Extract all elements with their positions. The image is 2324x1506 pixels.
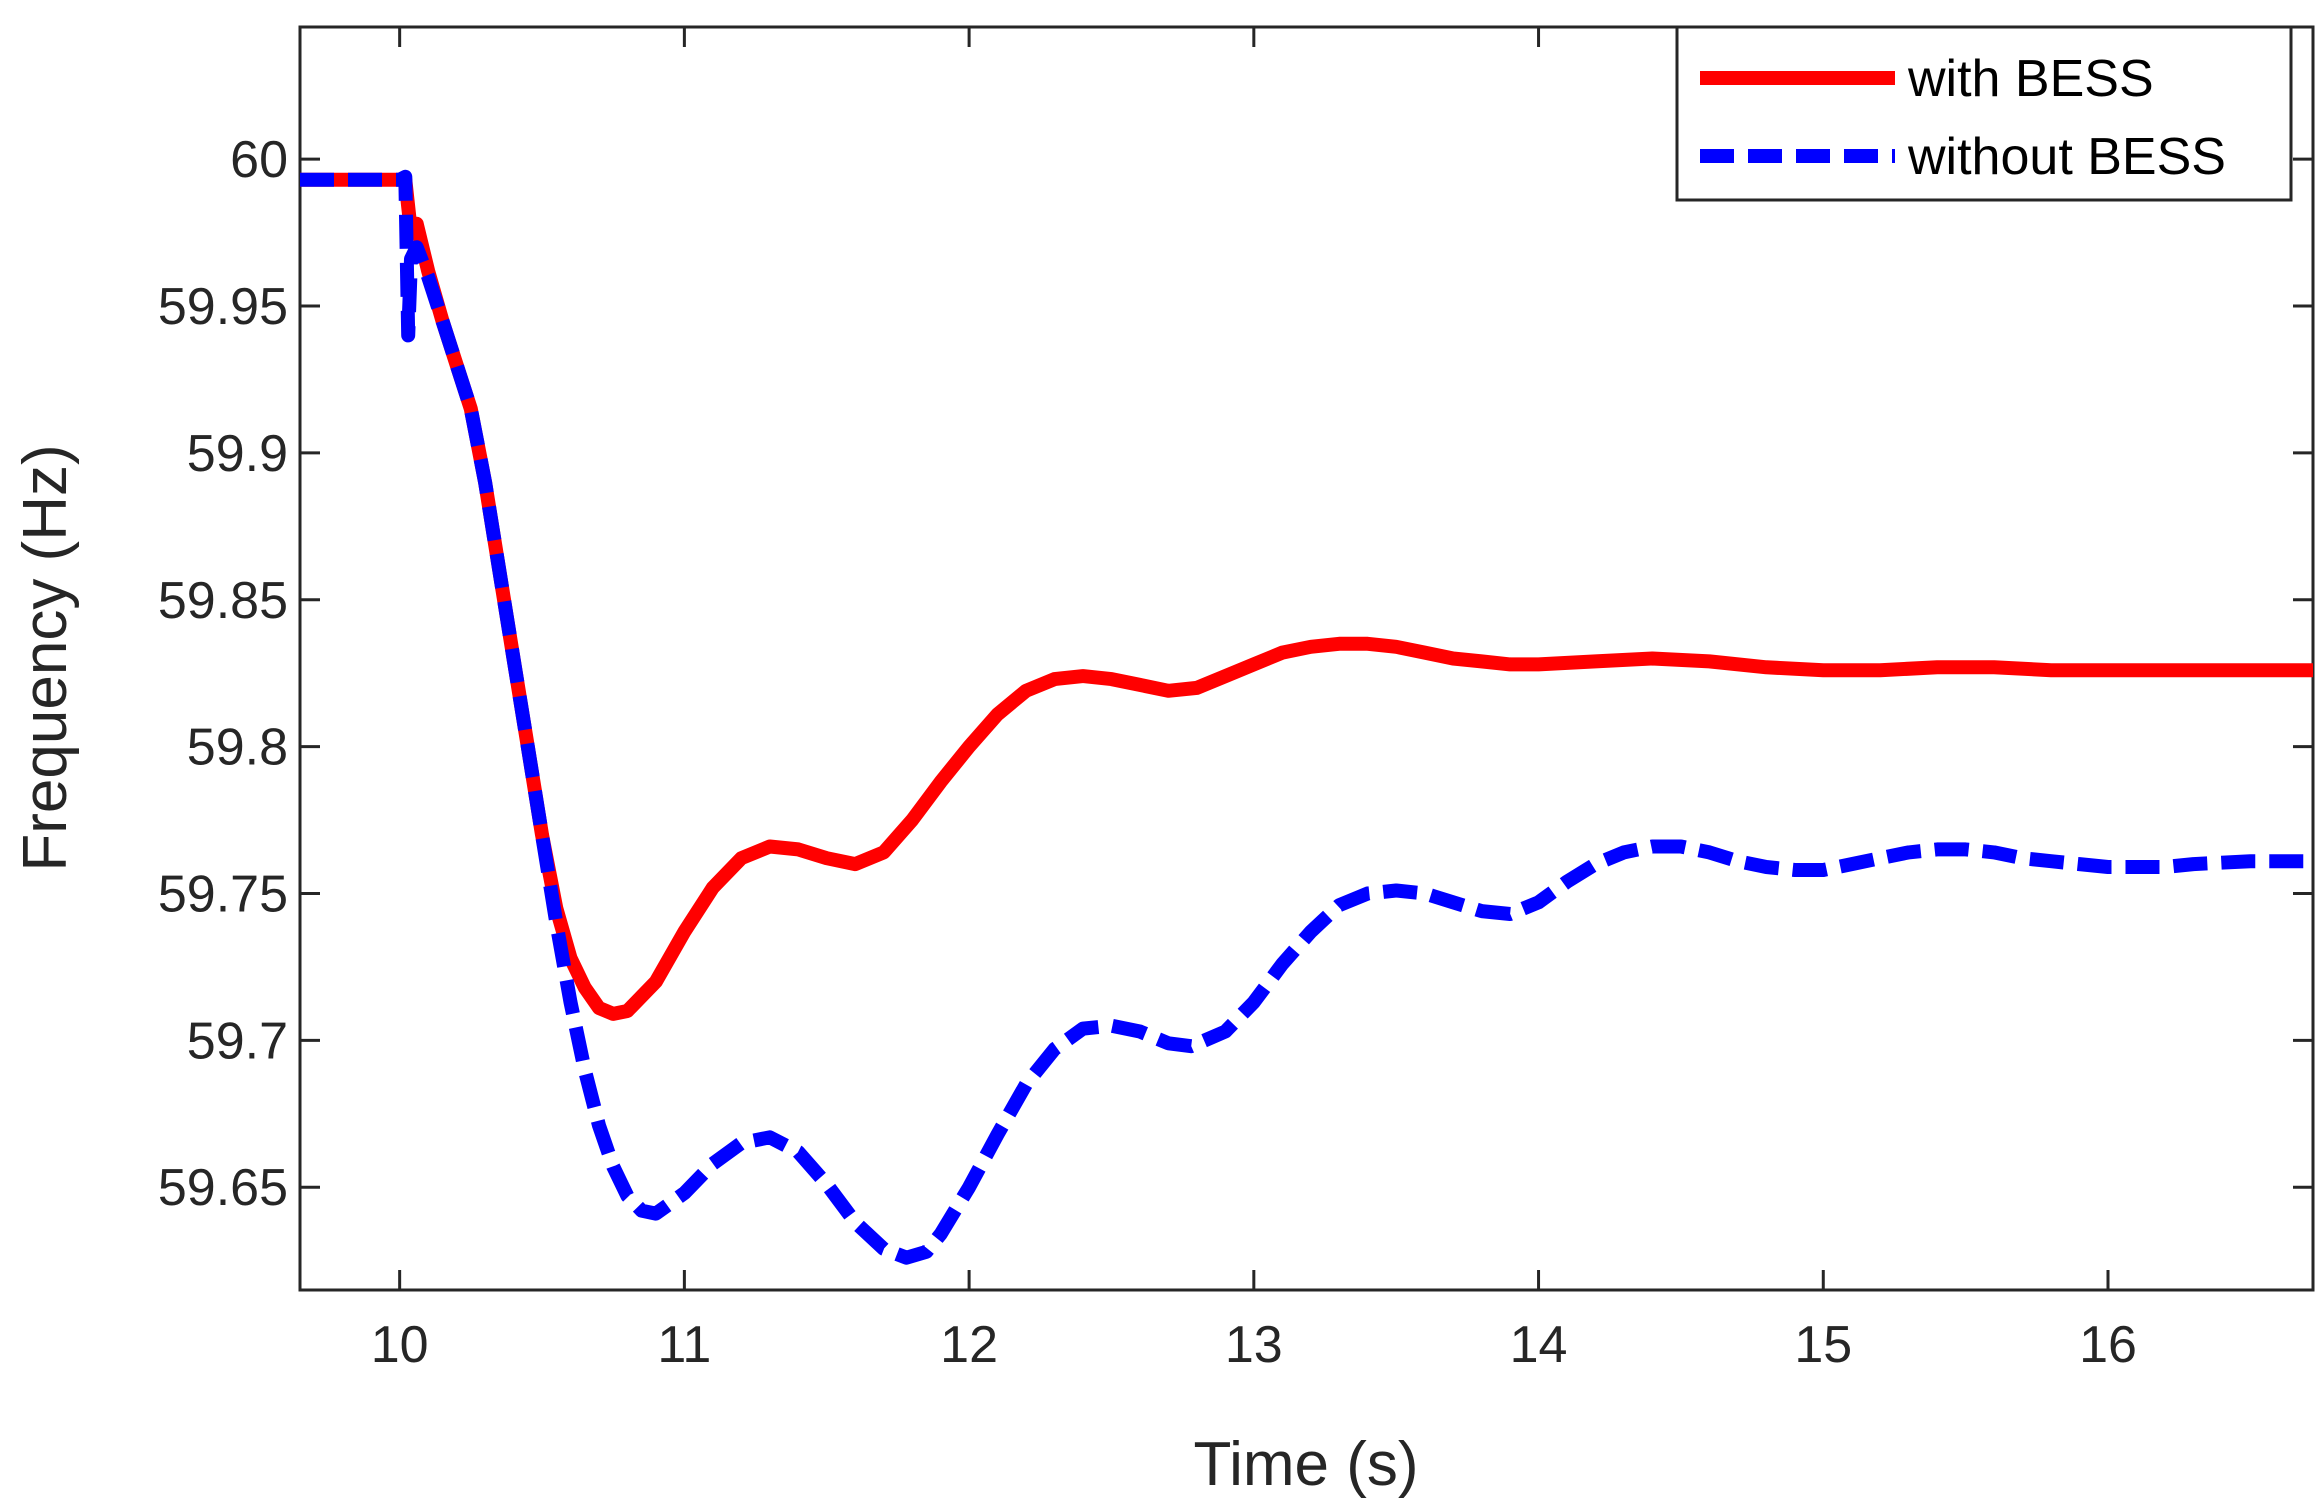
x-tick-label: 11 (657, 1316, 711, 1374)
legend-box (1675, 25, 2293, 202)
y-tick-label: 59.7 (187, 1012, 288, 1070)
y-axis-ticks: 59.65 59.7 59.75 59.8 59.85 59.9 59.95 60 (158, 131, 2313, 1217)
x-tick-label: 12 (940, 1316, 998, 1374)
legend-label-without-bess: without BESS (1907, 128, 2226, 186)
x-tick-label: 15 (1794, 1316, 1852, 1374)
legend: with BESS without BESS (1675, 25, 2293, 202)
series-line-without-bess (300, 169, 2313, 1265)
y-tick-label: 59.75 (158, 865, 288, 923)
x-tick-label: 14 (1510, 1316, 1568, 1374)
y-tick-label: 59.95 (158, 278, 288, 336)
x-axis-ticks: 10 11 12 13 14 15 16 (371, 27, 2137, 1374)
y-tick-label: 60 (230, 131, 288, 189)
y-tick-label: 59.85 (158, 572, 288, 630)
axes-box (298, 25, 2315, 1292)
x-tick-label: 16 (2079, 1316, 2137, 1374)
x-tick-label: 13 (1225, 1316, 1283, 1374)
series-layer (300, 169, 2313, 1265)
y-axis-label: Frequency (Hz) (11, 444, 80, 871)
y-tick-label: 59.65 (158, 1159, 288, 1217)
legend-label-with-bess: with BESS (1907, 50, 2154, 108)
x-tick-label: 10 (371, 1316, 429, 1374)
y-tick-label: 59.8 (187, 719, 288, 777)
y-tick-label: 59.9 (187, 425, 288, 483)
x-axis-label: Time (s) (1194, 1430, 1419, 1499)
plot-area (298, 25, 2315, 1292)
